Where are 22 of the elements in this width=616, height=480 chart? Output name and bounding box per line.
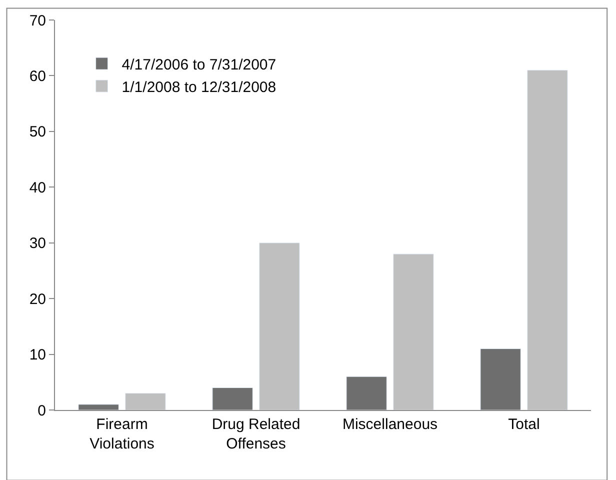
legend-label: 1/1/2008 to 12/31/2008: [122, 78, 276, 96]
bar: [527, 70, 568, 410]
y-tick-label: 60: [29, 68, 46, 85]
x-tick-label: Drug Related Offenses: [212, 416, 300, 452]
y-tick-label: 30: [29, 235, 46, 252]
bar: [259, 242, 300, 410]
bar: [78, 404, 119, 410]
bar: [480, 348, 521, 410]
y-tick-label: 50: [29, 124, 46, 141]
x-tick-label: Total: [508, 416, 540, 433]
y-tick-label: 20: [29, 290, 46, 308]
legend-label: 4/17/2006 to 7/31/2007: [122, 56, 276, 74]
y-tick-label: 0: [38, 402, 46, 420]
y-tick-label: 10: [29, 346, 46, 364]
bar: [346, 376, 387, 410]
bar: [393, 254, 434, 410]
y-tick-label: 40: [29, 179, 46, 196]
x-tick-label: Firearm Violations: [90, 416, 154, 452]
bar: [125, 393, 166, 410]
bar: [212, 387, 253, 410]
x-tick-label: Miscellaneous: [342, 416, 438, 433]
y-tick-label: 70: [29, 12, 46, 30]
